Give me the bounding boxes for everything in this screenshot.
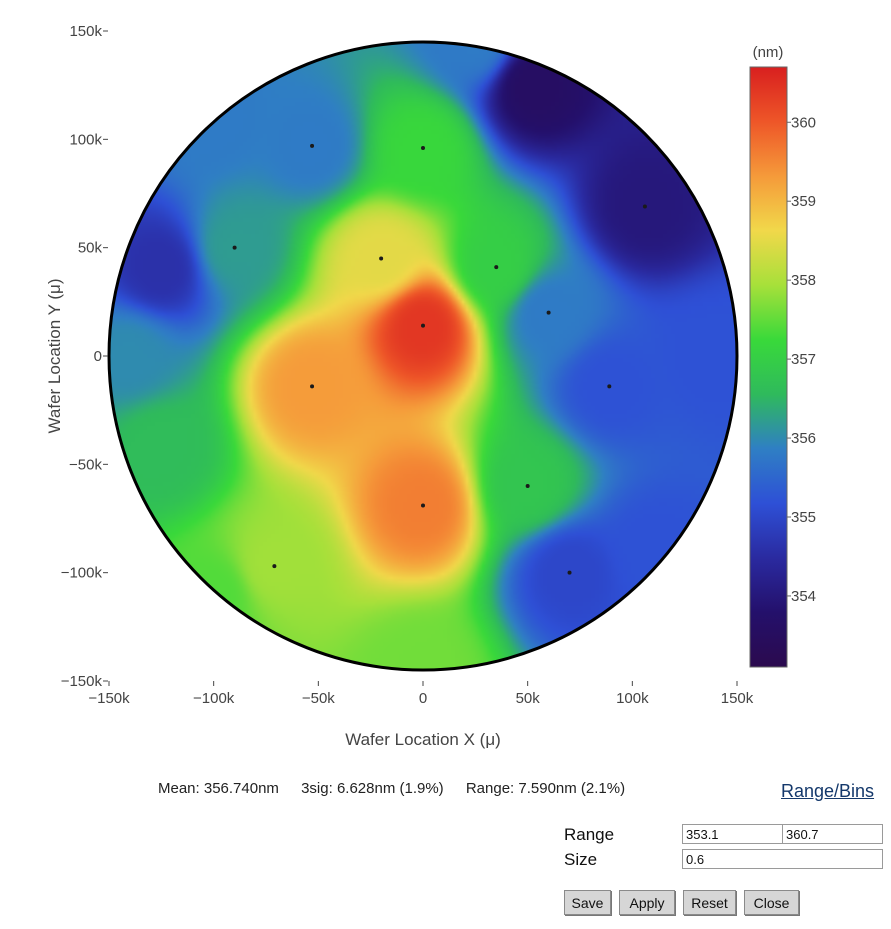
statistics-line: Mean: 356.740nm 3sig: 6.628nm (1.9%) Ran… xyxy=(158,780,643,797)
measurement-point xyxy=(272,564,277,569)
colorbar-ticks: 354 355 356 357 358 359 360 xyxy=(787,114,816,605)
y-tick-label: 50k xyxy=(78,240,103,257)
x-tick-label: −50k xyxy=(302,690,335,707)
y-tick-label: −150k xyxy=(61,673,103,690)
colorbar-tick-label: 356 xyxy=(791,430,816,447)
size-input[interactable] xyxy=(682,849,883,869)
measurement-point xyxy=(421,146,425,150)
colorbar-tick-label: 360 xyxy=(791,114,816,131)
wafer-heatmap xyxy=(109,42,737,670)
y-tick-label: 0 xyxy=(94,348,102,365)
range-min-input[interactable] xyxy=(682,824,783,844)
colorbar-tick-label: 355 xyxy=(791,509,816,526)
colorbar-tick-label: 358 xyxy=(791,272,816,289)
measurement-points xyxy=(232,143,647,575)
wafer-map-chart: −150k −100k −50k 0 50k 100k 150k 150k100k50k0−… xyxy=(45,23,816,749)
measurement-point xyxy=(607,384,612,389)
measurement-point xyxy=(379,256,384,261)
x-tick-label: −150k xyxy=(88,690,130,707)
colorbar xyxy=(749,66,788,668)
apply-button[interactable]: Apply xyxy=(619,890,675,915)
range-bins-link[interactable]: Range/Bins xyxy=(781,781,875,801)
measurement-point xyxy=(232,245,237,250)
close-button[interactable]: Close xyxy=(744,890,799,915)
colorbar-tick-label: 357 xyxy=(791,351,816,368)
x-tick-label: 100k xyxy=(616,690,649,707)
colorbar-tick-label: 359 xyxy=(791,193,816,210)
stat-range: Range: 7.590nm (2.1%) xyxy=(465,780,626,797)
measurement-point xyxy=(421,323,425,328)
x-tick-label: 0 xyxy=(419,690,427,707)
measurement-point xyxy=(525,484,530,488)
measurement-point xyxy=(546,310,551,315)
measurement-point xyxy=(642,204,647,209)
x-tick-label: −100k xyxy=(193,690,235,707)
y-tick-label: −50k xyxy=(69,456,102,473)
colorbar-title: (nm) xyxy=(753,44,784,61)
y-axis-ticks: 150k 100k 50k 0 −50k −100k −150k xyxy=(61,23,108,690)
measurement-point xyxy=(567,570,572,575)
colorbar-tick-label: 354 xyxy=(791,588,816,605)
range-label: Range xyxy=(564,825,615,844)
measurement-point xyxy=(310,143,315,148)
x-axis-ticks: −150k −100k −50k 0 50k 100k 150k xyxy=(88,681,754,707)
size-label: Size xyxy=(564,850,598,869)
range-max-input[interactable] xyxy=(782,824,883,844)
x-axis-label: Wafer Location X (μ) xyxy=(345,730,501,749)
reset-button[interactable]: Reset xyxy=(683,890,736,915)
y-tick-label: 150k xyxy=(69,23,102,40)
wafer-outline xyxy=(107,40,739,672)
stat-3sig: 3sig: 6.628nm (1.9%) xyxy=(301,780,444,797)
measurement-point xyxy=(494,265,499,270)
measurement-point xyxy=(310,384,315,389)
save-button[interactable]: Save xyxy=(564,890,611,915)
y-axis-label: Wafer Location Y (μ) xyxy=(45,279,64,434)
y-tick-label: −100k xyxy=(61,565,103,582)
stat-mean: Mean: 356.740nm xyxy=(158,780,279,797)
x-tick-label: 50k xyxy=(516,690,541,707)
measurement-point xyxy=(421,503,425,508)
x-tick-label: 150k xyxy=(721,690,754,707)
y-tick-label: 100k xyxy=(69,131,102,148)
